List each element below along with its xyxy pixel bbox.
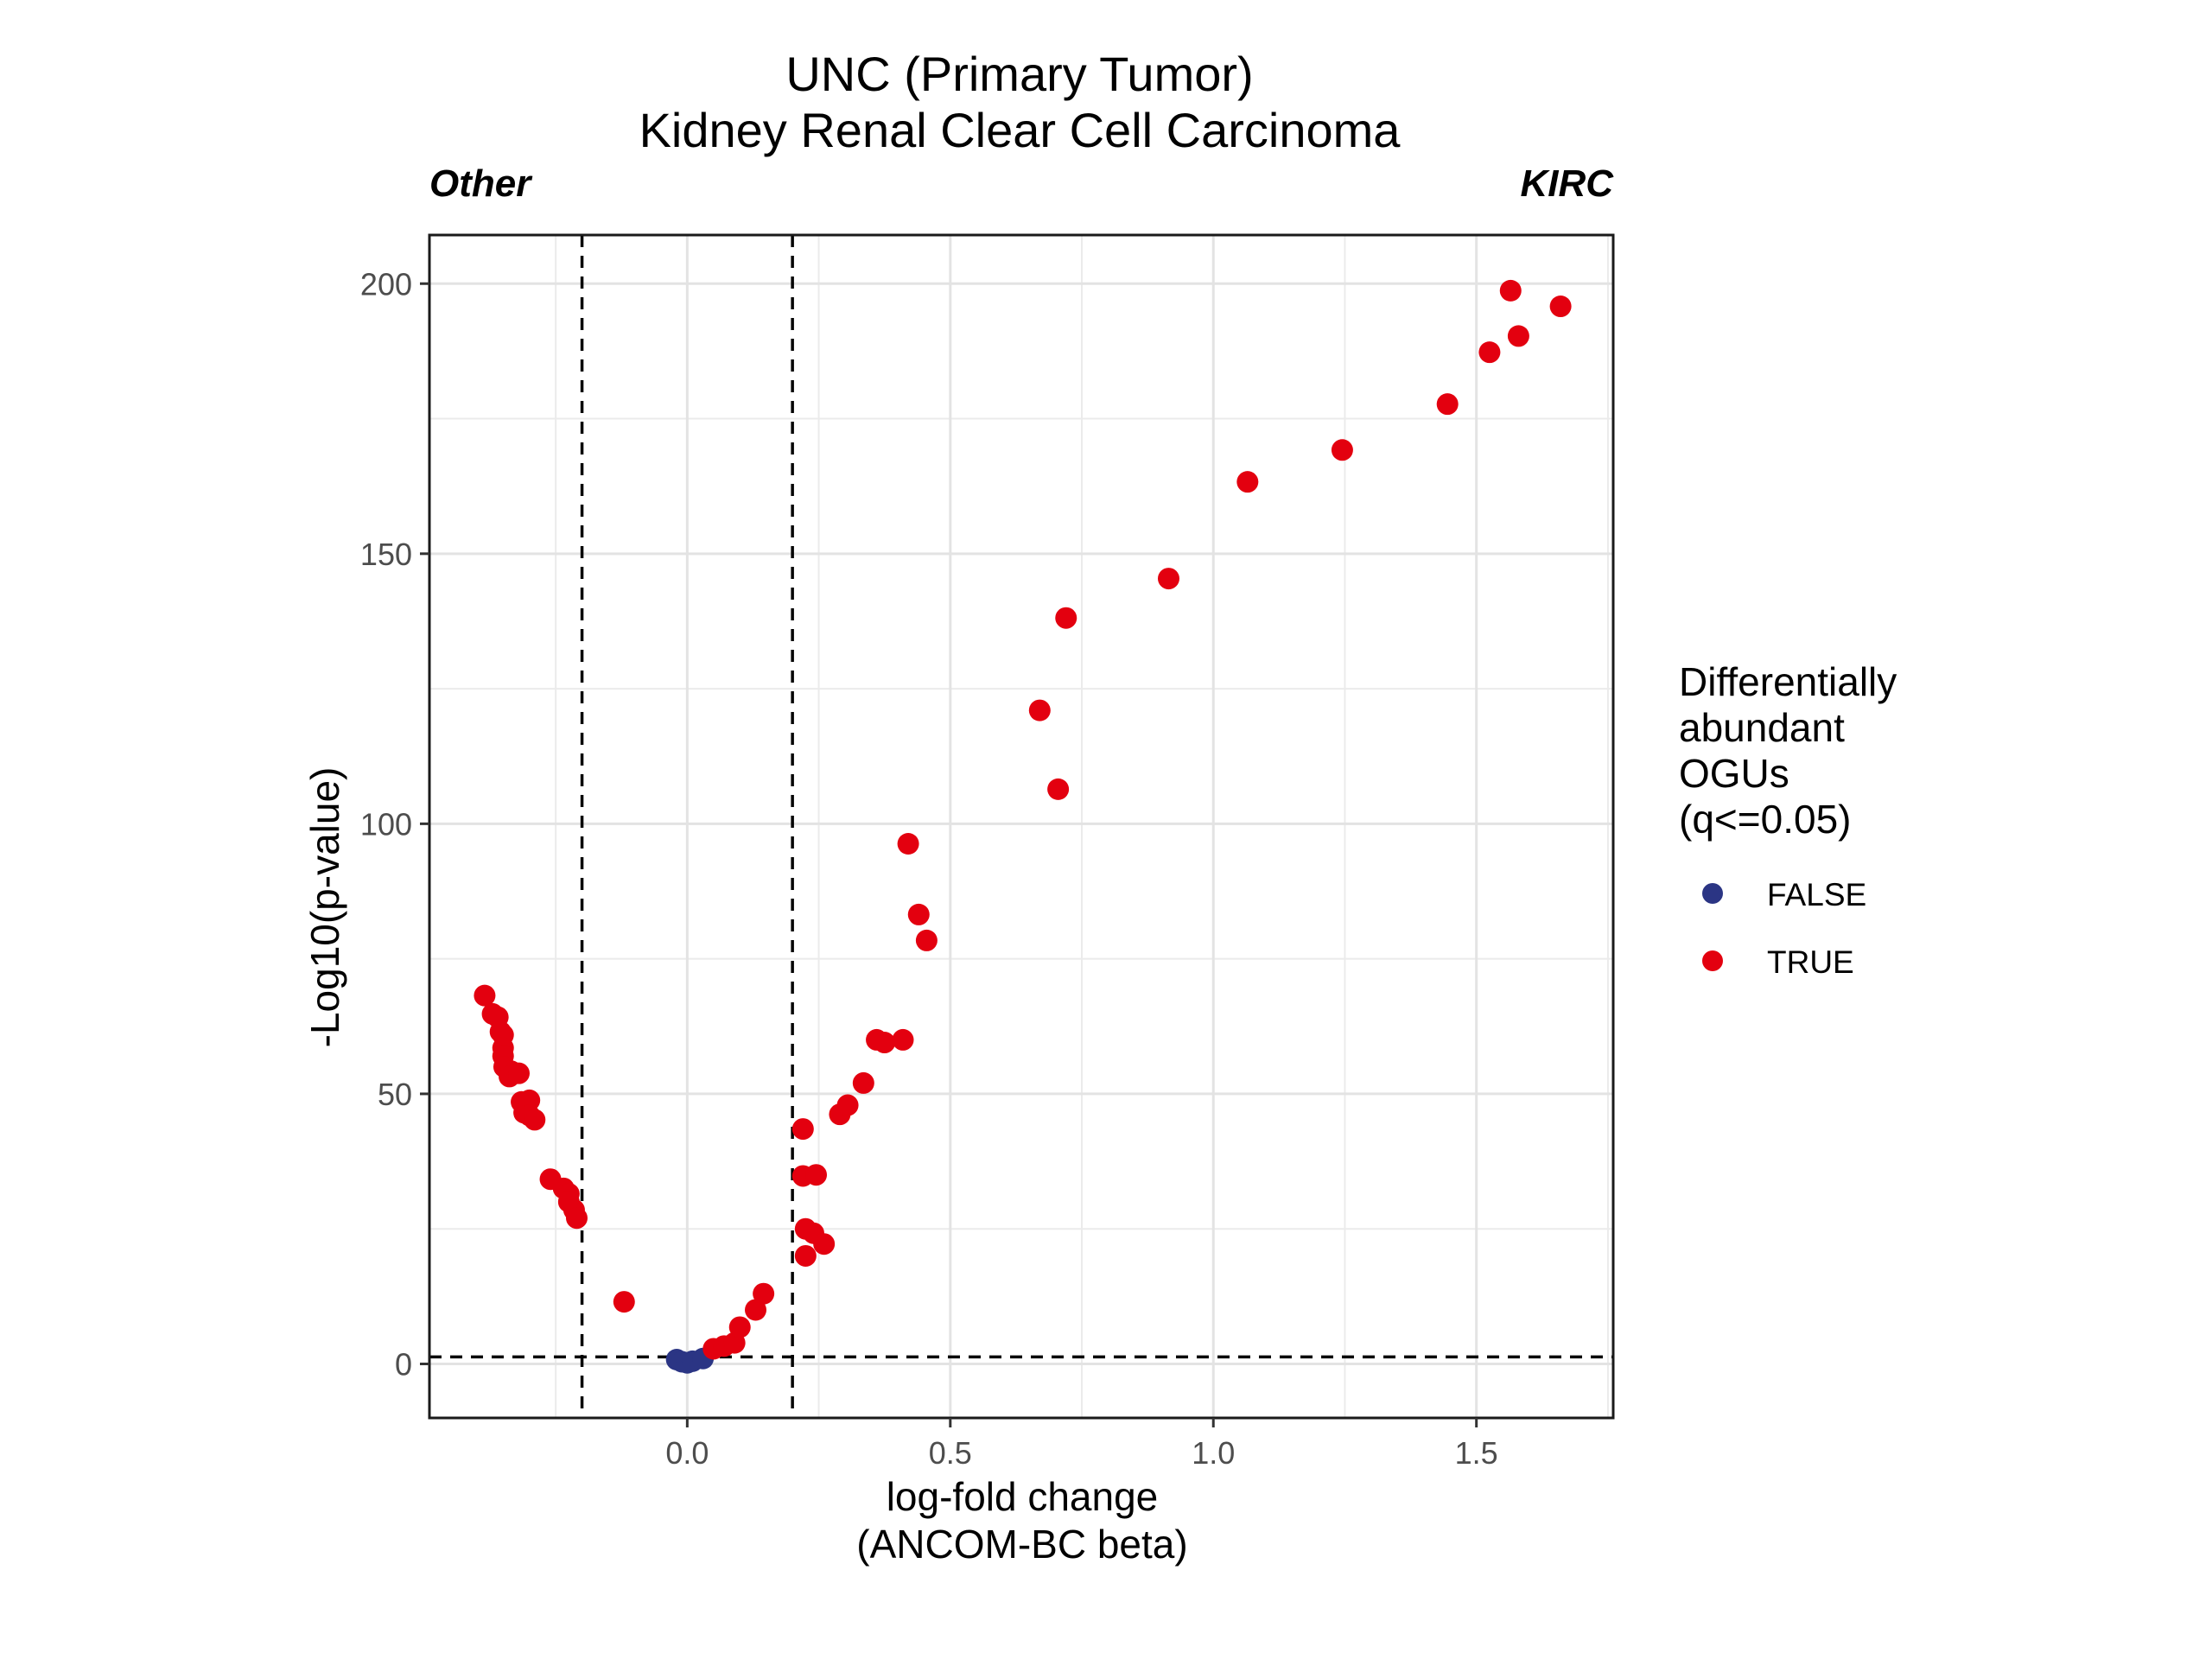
data-point-true xyxy=(836,1094,859,1116)
plot-panel-border xyxy=(428,233,1615,1420)
legend-false-marker xyxy=(1702,883,1723,904)
data-point-true xyxy=(1507,325,1529,347)
data-point-true xyxy=(565,1207,588,1230)
x-tick-label: 1.0 xyxy=(1192,1435,1235,1471)
y-tick-label: 100 xyxy=(360,806,412,842)
legend-title-line-1: Differentially xyxy=(1679,659,1897,704)
data-point-true xyxy=(1028,699,1051,721)
data-point-true xyxy=(805,1164,828,1186)
y-tick-label: 50 xyxy=(378,1077,412,1112)
data-point-true xyxy=(1157,568,1179,590)
data-point-true xyxy=(852,1071,874,1094)
x-tick-label: 0.5 xyxy=(929,1435,972,1471)
legend-title-line-4: (q<=0.05) xyxy=(1679,797,1851,842)
data-point-true xyxy=(791,1118,814,1141)
legend-false-label: FALSE xyxy=(1767,877,1866,912)
data-point-true xyxy=(874,1032,896,1054)
legend-title-line-2: abundant xyxy=(1679,705,1845,750)
data-point-true xyxy=(753,1282,775,1305)
data-point-true xyxy=(892,1028,914,1051)
data-point-true xyxy=(1055,607,1077,629)
data-point-true xyxy=(1499,279,1522,302)
legend-true-label: TRUE xyxy=(1767,944,1854,980)
data-point-true xyxy=(1047,778,1070,800)
x-axis-title-line-2: (ANCOM-BC beta) xyxy=(856,1522,1187,1567)
data-point-true xyxy=(794,1244,817,1267)
legend-true-marker xyxy=(1702,950,1723,971)
right-group-label: KIRC xyxy=(1520,162,1614,205)
chart-subtitle: Kidney Renal Clear Cell Carcinoma xyxy=(639,103,1402,157)
axis-ticks: 0.0 0.5 1.0 1.5 0 50 100 150 200 xyxy=(360,266,1498,1471)
data-point-true xyxy=(915,929,938,951)
grid xyxy=(429,235,1613,1418)
data-point-true xyxy=(1236,471,1259,493)
x-tick-label: 0.0 xyxy=(665,1435,709,1471)
data-point-true xyxy=(508,1062,531,1084)
data-point-true xyxy=(897,833,919,855)
x-axis-title-line-1: log-fold change xyxy=(887,1474,1159,1519)
y-tick-label: 0 xyxy=(395,1346,412,1382)
y-tick-label: 150 xyxy=(360,537,412,572)
data-point-true xyxy=(813,1233,836,1255)
data-point-true xyxy=(524,1109,546,1131)
data-points xyxy=(474,279,1572,1374)
data-point-true xyxy=(474,984,496,1007)
y-axis-title: -Log10(p-value) xyxy=(302,767,347,1048)
data-point-true xyxy=(907,903,930,925)
reference-lines xyxy=(429,235,1613,1418)
data-point-true xyxy=(1478,341,1501,364)
data-point-true xyxy=(613,1291,635,1313)
data-point-true xyxy=(518,1089,541,1111)
data-point-true xyxy=(728,1316,751,1338)
left-group-label: Other xyxy=(429,162,533,205)
legend: Differentially abundant OGUs (q<=0.05) F… xyxy=(1679,659,1897,980)
data-point-true xyxy=(1436,393,1459,416)
data-point-true xyxy=(1331,439,1353,461)
x-tick-label: 1.5 xyxy=(1455,1435,1498,1471)
data-point-true xyxy=(1549,296,1572,318)
chart-title: UNC (Primary Tumor) xyxy=(785,47,1253,101)
y-tick-label: 200 xyxy=(360,266,412,302)
legend-title-line-3: OGUs xyxy=(1679,751,1789,796)
data-point-true xyxy=(745,1299,767,1321)
